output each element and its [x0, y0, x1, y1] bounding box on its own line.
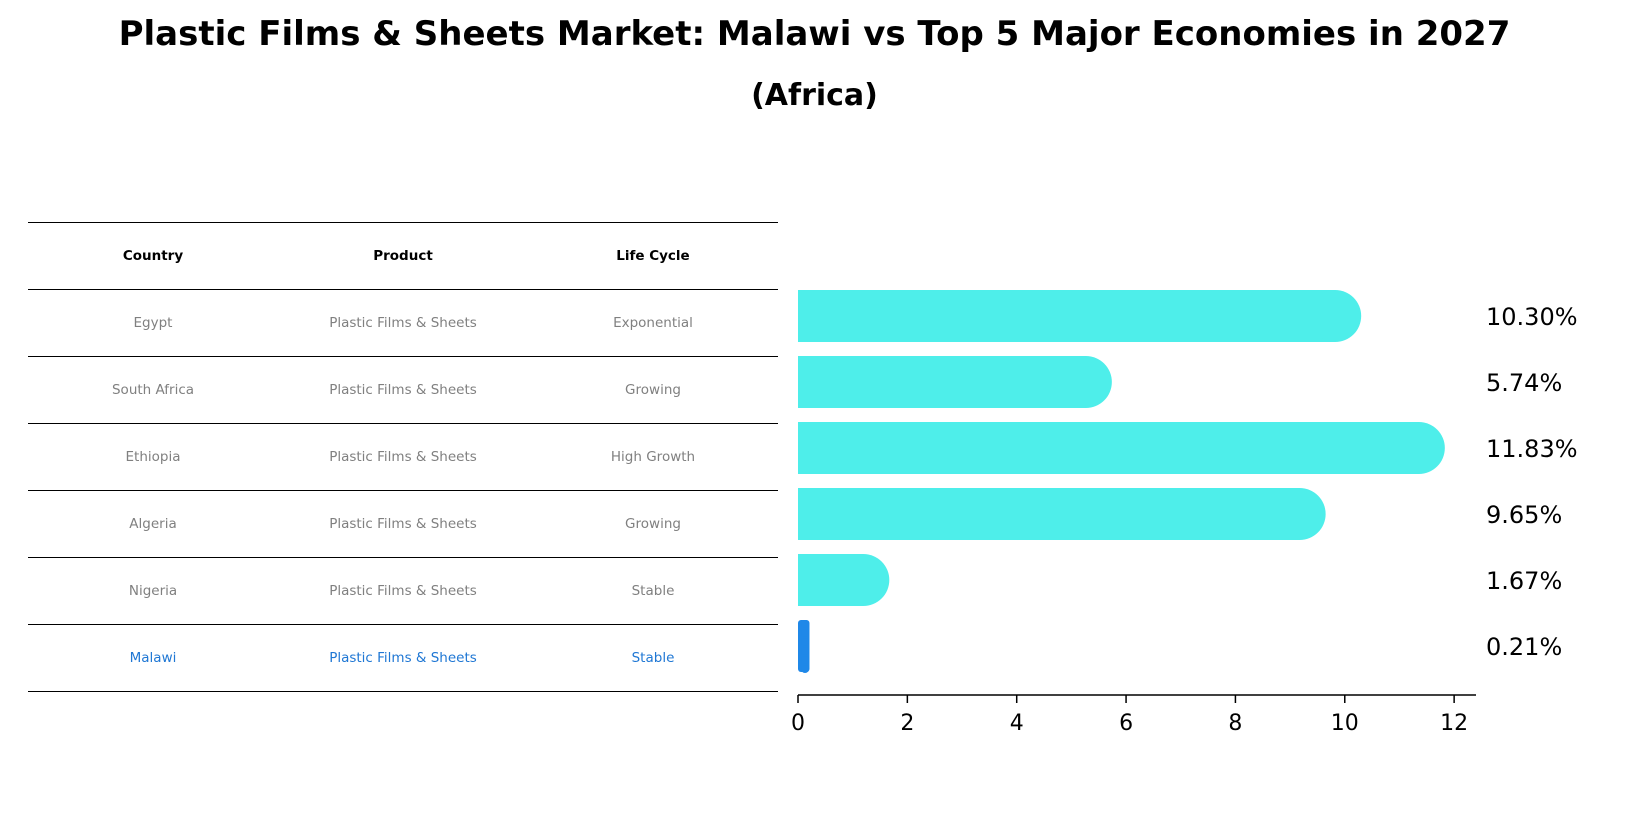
value-label: 1.67% — [1486, 567, 1562, 595]
bar-dot — [801, 647, 809, 655]
bar — [798, 290, 1336, 342]
bar-cap — [1059, 356, 1112, 408]
bar-dot — [801, 656, 809, 664]
value-label: 5.74% — [1486, 369, 1562, 397]
cell-country: South Africa — [111, 382, 195, 398]
bar-dot — [801, 620, 809, 628]
table-row: Algeria Plastic Films & Sheets Growing — [28, 490, 778, 557]
bar-cap — [837, 554, 890, 606]
bar-dot — [801, 665, 809, 673]
chart-subtitle: (Africa) — [751, 78, 878, 113]
x-tick-label: 8 — [1228, 711, 1242, 736]
table-header-row: Country Product Life Cycle — [28, 222, 778, 289]
cell-country: Malawi — [129, 650, 177, 666]
bar-cap — [1309, 290, 1362, 342]
bar — [798, 356, 1086, 408]
cell-product: Plastic Films & Sheets — [329, 650, 477, 666]
cell-life-cycle: Growing — [625, 382, 681, 398]
cell-life-cycle: Growing — [625, 516, 681, 532]
cell-product: Plastic Films & Sheets — [329, 516, 477, 532]
bar — [798, 488, 1300, 540]
cell-life-cycle: Stable — [631, 650, 675, 666]
bar-dot — [801, 629, 809, 637]
x-tick-label: 6 — [1119, 711, 1133, 736]
cell-country: Algeria — [129, 516, 177, 532]
cell-product: Plastic Films & Sheets — [329, 449, 477, 465]
cell-product: Plastic Films & Sheets — [329, 583, 477, 599]
cell-country: Nigeria — [128, 583, 178, 599]
table-row: South Africa Plastic Films & Sheets Grow… — [28, 356, 778, 423]
cell-country: Egypt — [133, 315, 173, 331]
x-tick-label: 2 — [900, 711, 914, 736]
value-label: 9.65% — [1486, 501, 1562, 529]
table-row-highlight: Malawi Plastic Films & Sheets Stable — [28, 624, 778, 692]
cell-life-cycle: High Growth — [610, 449, 696, 465]
header-life-cycle: Life Cycle — [616, 248, 690, 264]
data-table: Country Product Life Cycle Egypt Plastic… — [28, 222, 778, 692]
value-label: 0.21% — [1486, 633, 1562, 661]
header-product: Product — [373, 248, 433, 264]
value-label: 10.30% — [1486, 303, 1578, 331]
bar-cap — [1392, 422, 1445, 474]
table-row: Egypt Plastic Films & Sheets Exponential — [28, 289, 778, 356]
x-tick-label: 10 — [1331, 711, 1359, 736]
cell-product: Plastic Films & Sheets — [329, 315, 477, 331]
bar-malawi — [798, 620, 810, 672]
bar — [798, 422, 1419, 474]
cell-country: Ethiopia — [125, 449, 181, 465]
chart-title: Plastic Films & Sheets Market: Malawi vs… — [118, 14, 1511, 54]
x-tick-label: 0 — [791, 711, 805, 736]
x-tick-label: 12 — [1440, 711, 1468, 736]
value-label: 11.83% — [1486, 435, 1578, 463]
x-tick-label: 4 — [1010, 711, 1024, 736]
table-row: Ethiopia Plastic Films & Sheets High Gro… — [28, 423, 778, 490]
bar-dot — [801, 638, 809, 646]
header-country: Country — [122, 248, 184, 264]
cell-life-cycle: Stable — [631, 583, 675, 599]
cell-life-cycle: Exponential — [613, 315, 693, 331]
table-row: Nigeria Plastic Films & Sheets Stable — [28, 557, 778, 624]
cell-product: Plastic Films & Sheets — [329, 382, 477, 398]
bar-cap — [1273, 488, 1326, 540]
